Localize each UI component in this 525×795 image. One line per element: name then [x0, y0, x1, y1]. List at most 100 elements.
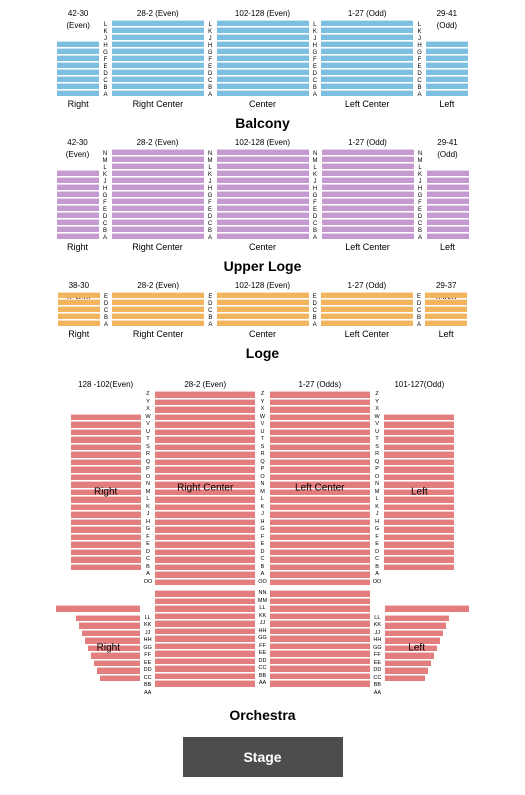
- row-labels: ZYXWVUTSRQPONMLKJHGFEDCBAOO: [372, 379, 383, 586]
- row-label: C: [313, 308, 317, 315]
- row-label: E: [417, 294, 421, 301]
- seat-row: [71, 556, 141, 563]
- row-label: M: [313, 158, 318, 165]
- seat-row: [322, 149, 414, 155]
- section-seat-range: 102-128 (Even): [217, 137, 309, 149]
- section-seat-range: 29-41 (Odd): [426, 8, 468, 20]
- seat-row: [385, 630, 443, 637]
- row-label: C: [417, 78, 422, 85]
- seat-row: [322, 226, 414, 232]
- orchestra-right-center-section[interactable]: 28-2 (Even)Right Center: [155, 379, 255, 585]
- seat-row: [322, 177, 414, 183]
- seat-row: [71, 511, 141, 518]
- row-label: J: [103, 179, 108, 186]
- balcony-right-center-section[interactable]: 28-2 (Even)Right Center: [112, 8, 204, 111]
- orchestra-left-center-section[interactable]: 1-27 (Odds)Left Center: [270, 379, 370, 585]
- row-label: H: [313, 43, 318, 50]
- seat-row: [71, 489, 141, 496]
- seat-row: [425, 292, 467, 298]
- seat-row: [97, 667, 140, 674]
- seat-row: [57, 83, 99, 89]
- seat-row: [155, 474, 255, 481]
- balcony-right-section[interactable]: 42-30 (Even)Right: [57, 8, 99, 111]
- row-label: D: [103, 71, 108, 78]
- seat-row: [427, 198, 469, 204]
- orchestra-front-left-section[interactable]: Left: [385, 605, 455, 681]
- seat-row: [71, 481, 141, 488]
- section-name-label: Left: [426, 99, 468, 111]
- seat-row: [112, 83, 204, 89]
- row-label: E: [103, 207, 108, 214]
- orchestra-left-section[interactable]: 101-127(Odd)Left: [384, 379, 454, 570]
- upper-loge-right-section[interactable]: 42-30 (Even)Right: [57, 137, 99, 254]
- seat-row: [217, 292, 309, 298]
- seat-row: [270, 541, 370, 548]
- row-label: E: [313, 294, 317, 301]
- upper-loge-right-center-section[interactable]: 28-2 (Even)Right Center: [112, 137, 204, 254]
- section-name-label: Right: [58, 329, 100, 341]
- balcony-center-section[interactable]: 102-128 (Even)Center: [217, 8, 309, 111]
- row-label: A: [103, 92, 108, 99]
- loge-right-section[interactable]: 38-30 (Even)Right: [58, 280, 100, 341]
- seat-row: [217, 233, 309, 239]
- seat-row: [384, 444, 454, 451]
- seat-row: [155, 406, 255, 413]
- seat-row: [426, 41, 468, 47]
- row-label: AA: [258, 680, 267, 688]
- loge-center-section[interactable]: 102-128 (Even)Center: [217, 280, 309, 341]
- orchestra-right-section[interactable]: 128 -102(Even)Right: [71, 379, 141, 570]
- seat-row: [155, 511, 255, 518]
- row-label: L: [417, 22, 422, 29]
- seat-row: [76, 615, 140, 622]
- row-labels: EDCBA: [415, 282, 423, 341]
- seat-row: [384, 489, 454, 496]
- row-label: N: [258, 481, 267, 489]
- seat-row: [155, 613, 255, 620]
- upper-loge-left-section[interactable]: 29-41 (Odd)Left: [427, 137, 469, 254]
- seat-row: [270, 429, 370, 436]
- upper-loge-center-section[interactable]: 102-128 (Even)Center: [217, 137, 309, 254]
- seat-row: [58, 299, 100, 305]
- row-label: L: [373, 496, 382, 504]
- seat-row: [112, 34, 204, 40]
- loge-left-section[interactable]: 29-37 (Odd)Left: [425, 280, 467, 341]
- seat-row: [112, 170, 204, 176]
- seat-row: [88, 645, 140, 652]
- section-seat-range: 28-2 (Even): [112, 137, 204, 149]
- seat-row: [384, 549, 454, 556]
- orchestra-front-right-section[interactable]: Right: [70, 605, 140, 681]
- seat-row: [155, 504, 255, 511]
- loge-right-center-section[interactable]: 28-2 (Even)Right Center: [112, 280, 204, 341]
- seat-row: [155, 481, 255, 488]
- row-label: U: [258, 429, 267, 437]
- orchestra-front-right-center-section[interactable]: [155, 590, 255, 687]
- row-label: T: [258, 436, 267, 444]
- seat-row: [322, 163, 414, 169]
- row-label: N: [208, 151, 213, 158]
- row-label: P: [373, 466, 382, 474]
- seat-row: [217, 55, 309, 61]
- section-seat-range: 29-41 (Odd): [427, 137, 469, 149]
- row-label: R: [258, 451, 267, 459]
- seat-row: [217, 226, 309, 232]
- row-label: W: [144, 414, 153, 422]
- seat-row: [155, 571, 255, 578]
- row-label: F: [313, 200, 318, 207]
- orchestra-front-left-center-section[interactable]: [270, 590, 370, 687]
- seat-row: [384, 504, 454, 511]
- section-seat-range: 102-128 (Even): [217, 280, 309, 292]
- seat-row: [384, 526, 454, 533]
- upper-loge-left-center-section[interactable]: 1-27 (Odd)Left Center: [322, 137, 414, 254]
- balcony-name: Balcony: [8, 115, 517, 131]
- loge-left-center-section[interactable]: 1-27 (Odd)Left Center: [321, 280, 413, 341]
- balcony-left-section[interactable]: 29-41 (Odd) Left: [426, 8, 468, 111]
- row-label: F: [208, 57, 213, 64]
- row-label: FF: [258, 643, 267, 651]
- row-label: L: [103, 22, 108, 29]
- row-label: B: [313, 315, 317, 322]
- orchestra-front: RightLLKKJJHHGGFFEEDDCCBBAANNMMLLKKJJHHG…: [8, 590, 517, 697]
- row-label: D: [208, 71, 213, 78]
- balcony-left-center-section[interactable]: 1-27 (Odd)Left Center: [321, 8, 413, 111]
- seat-row: [322, 170, 414, 176]
- seat-row: [82, 630, 140, 637]
